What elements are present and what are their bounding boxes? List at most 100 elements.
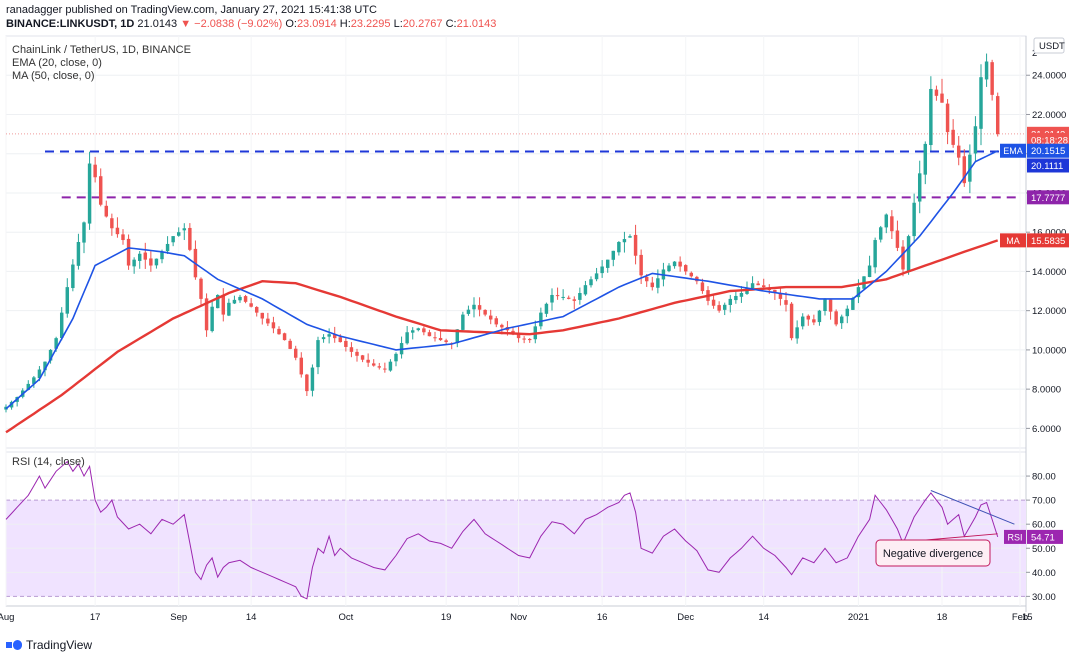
candle-body [238,296,242,301]
candle-body [890,216,894,232]
ema-value-prefix: EMA [1003,146,1023,156]
candle-body [472,304,476,310]
candle-body [171,236,175,243]
candle-body [43,361,47,371]
candle-body [711,299,716,306]
candle-body [221,294,226,315]
candle-body [934,89,939,96]
rsi-tick-label: 80.00 [1032,472,1056,483]
candle-body [962,156,967,184]
candle-body [349,347,354,352]
candle-body [305,374,309,392]
rsi-tick-label: 50.00 [1032,544,1056,555]
candle-body [739,293,744,297]
candle-body [215,294,220,309]
close-value: 21.0143 [456,18,497,30]
candle-body [672,261,677,267]
candle-body [410,330,415,333]
time-tick-label: Aug [0,612,14,623]
countdown-tag-label: 08:18:28 [1031,135,1068,146]
candle-body [722,304,727,310]
symbol-line: BINANCE:LINKUSDT, 1D 21.0143 ▼ −2.0838 (… [6,18,496,31]
price-pane [5,35,1027,449]
candle-body [115,227,120,235]
candle-body [149,258,153,266]
candle-body [522,338,526,340]
candle-body [561,296,565,298]
candle-body [110,218,114,229]
ema-20-line [5,150,999,410]
blue-level-tag-box [1027,158,1069,173]
candle-body [310,367,315,391]
candle-body [951,129,955,145]
candle-body [438,338,443,341]
tradingview-logo[interactable]: TradingView [6,638,92,652]
candle-body [923,143,928,175]
candle-body [288,340,292,349]
time-tick-label: Oct [338,612,353,623]
candle-body [795,327,799,339]
candle-body [488,315,493,320]
candle-body [717,305,721,311]
candle-body [884,214,889,228]
candle-body [93,164,97,178]
price-tick-label: 6.0000 [1032,424,1061,435]
candle-body [165,243,170,252]
candle-body [277,328,281,335]
candle-body [583,285,588,295]
rsi-legend[interactable]: RSI (14, close) [12,456,85,468]
candle-body [667,265,671,272]
candle-body [633,234,638,256]
candle-body [32,377,36,384]
chart-title: ChainLink / TetherUS, 1D, BINANCE [12,44,191,56]
ma-value-tag-label: 15.5835 [1031,236,1065,247]
candle-body [656,278,660,288]
candle-body [839,316,844,324]
countdown-tag-box [1027,132,1069,147]
candle-body [37,369,42,379]
candle-body [817,310,822,323]
ema-value-tag-box [1027,143,1069,158]
candle-body [260,312,265,319]
candle-body [878,227,883,240]
candle-body [316,340,320,368]
ma-legend[interactable]: MA (50, close, 0) [12,70,95,82]
candle-body [176,232,181,236]
candle-body [995,96,1000,135]
candle-body [433,337,437,339]
candle-body [700,282,705,292]
time-tick-label: Nov [510,612,527,623]
low-label: L: [393,18,403,30]
candle-body [71,264,75,289]
open-value: 23.0914 [296,18,337,30]
high-label: H: [339,18,351,30]
candle-body [422,328,426,333]
candle-body [589,279,593,286]
candle-body [867,265,872,278]
candle-body [82,222,86,243]
time-tick-label: 14 [246,612,257,623]
candle-body [806,315,811,320]
candle-body [293,348,298,358]
candle-body [917,173,922,202]
ema-value-tag-label: 20.1515 [1031,146,1065,157]
price-tick-label: 10.0000 [1032,345,1066,356]
ema-legend[interactable]: EMA (20, close, 0) [12,57,102,69]
candle-body [232,299,237,304]
candle-body [204,298,209,331]
candle-body [823,298,827,312]
price-tick-label: 12.0000 [1032,306,1066,317]
candle-body [405,332,409,344]
candle-body [271,322,276,329]
candle-body [160,251,164,260]
candle-body [689,272,694,277]
candle-body [344,340,348,347]
candle-body [834,311,838,325]
candle-body [466,309,471,314]
candle-body [59,312,64,338]
candle-body [906,236,911,272]
candle-body [104,205,109,217]
candle-body [990,62,994,95]
candle-body [461,314,465,330]
